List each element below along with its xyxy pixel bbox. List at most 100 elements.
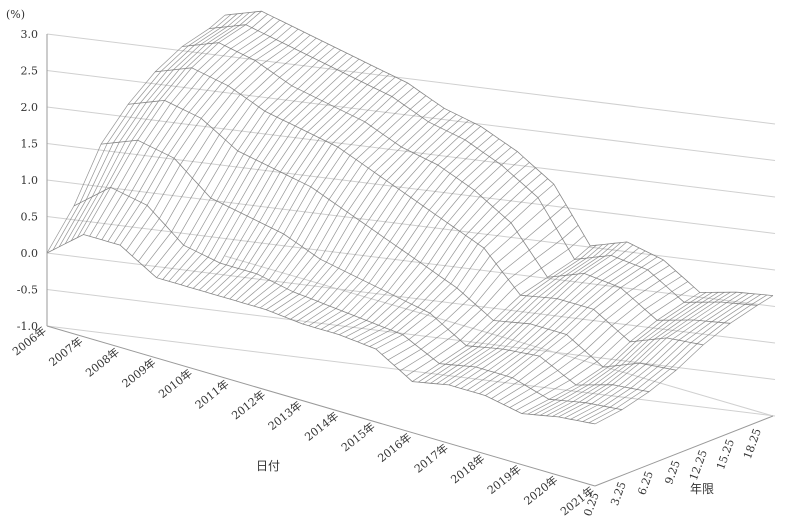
mesh-date-line [412,245,591,382]
mesh-date-line [369,178,548,347]
mesh-date-line [509,281,688,408]
mesh-date-line [479,256,658,395]
mesh-date-line [52,14,232,251]
mesh-date-line [375,183,555,350]
mesh-date-line [339,151,518,336]
mesh-date-line [357,167,536,343]
mesh-tenor-line [224,10,774,296]
z-grid-line [46,143,776,234]
z-tick-label: 2.5 [21,65,39,78]
mesh-date-line [400,225,579,371]
mesh-date-line [473,253,652,393]
axes [46,34,774,487]
mesh-date-line [320,138,500,330]
mesh-date-line [290,120,469,320]
mesh-date-line [278,114,457,315]
mesh-date-line [101,19,281,240]
mesh-date-line [198,67,378,291]
mesh-date-line [436,242,615,385]
mesh-date-line [241,91,421,303]
mesh-date-line [387,204,567,361]
date-tick-label: 2016年 [375,430,414,465]
mesh-date-line [521,292,701,414]
mesh-date-line [302,126,481,325]
mesh-date-line [71,12,250,241]
mesh-date-line [546,292,725,417]
mesh-date-line [491,265,670,399]
mesh-date-line [125,31,305,251]
mesh-date-line [430,243,609,384]
z-tick-label: 1.5 [21,138,39,151]
mesh-date-line [393,214,573,366]
mesh-tenor-line [209,24,758,306]
mesh-date-line [503,275,682,405]
mesh-date-line [351,162,530,340]
mesh-date-line [119,28,299,246]
z-tick-label: 0.0 [21,247,39,260]
mesh-date-line [217,76,396,296]
mesh-date-line [460,247,640,389]
z-grid-line [46,216,776,307]
mesh-date-line [186,61,366,287]
mesh-date-line [314,134,494,328]
mesh-date-line [406,235,585,377]
mesh-date-line [113,25,293,244]
mesh-date-line [131,34,311,257]
mesh-date-line [454,244,634,387]
mesh-date-line [77,11,256,238]
mesh-date-line [527,292,707,415]
mesh-date-line [180,58,360,286]
mesh-date-line [83,10,262,235]
mesh-tenor-line [155,67,704,346]
date-tick-label: 2007年 [46,334,85,369]
floor-edge [224,255,774,417]
tenor-tick-label: 12.25 [687,448,710,482]
mesh-date-line [46,14,226,254]
axis-labels: (%) 日付 年限 3.0 2.5 2.0 1.5 1.0 0.5 0.0 -0.5 -1.0 2… [6,8,764,518]
mesh-tenor-line [46,234,596,425]
date-tick-label: 2009年 [119,355,158,390]
mesh-date-line [497,270,676,402]
z-tick-label: 2.0 [21,101,39,114]
mesh-date-line [448,241,628,386]
tenor-tick-label: 18.25 [741,427,764,461]
mesh-date-line [533,292,713,416]
mesh-date-line [89,13,268,237]
tenor-tick-label: 15.25 [714,437,737,471]
date-axis-line [46,325,596,487]
date-tick-label: 2020年 [521,473,560,508]
mesh-date-line [156,46,335,278]
mesh-date-line [570,293,749,420]
date-tick-label: 2015年 [338,419,377,454]
unit-label: (%) [6,8,25,21]
z-tick-label: -1.0 [17,320,38,333]
mesh-date-line [552,291,731,417]
z-grid-line [46,252,776,344]
surface-mesh [46,10,774,425]
mesh-date-line [174,55,354,284]
mesh-date-line [381,194,561,355]
z-tick-label: 1.0 [21,174,39,187]
z-tick-label: -0.5 [17,284,38,297]
mesh-date-line [168,52,348,282]
mesh-date-line [235,86,415,302]
mesh-tenor-line [128,99,677,371]
z-grid-line [46,70,776,161]
mesh-date-line [345,156,524,338]
mesh-tenor-line [101,139,650,393]
date-tick-label: 2010年 [156,366,195,401]
date-tick-label: 2018年 [448,451,487,486]
mesh-date-line [540,292,719,416]
mesh-date-line [308,130,488,327]
mesh-date-line [229,82,408,300]
mesh-date-line [576,293,755,421]
tenor-tick-label: 3.25 [608,480,629,507]
mesh-date-line [223,79,402,298]
mesh-date-line [272,111,451,313]
mesh-tenor-line [73,186,623,411]
mesh-date-line [95,16,274,239]
mesh-date-line [582,294,761,422]
mesh-date-line [192,64,372,289]
